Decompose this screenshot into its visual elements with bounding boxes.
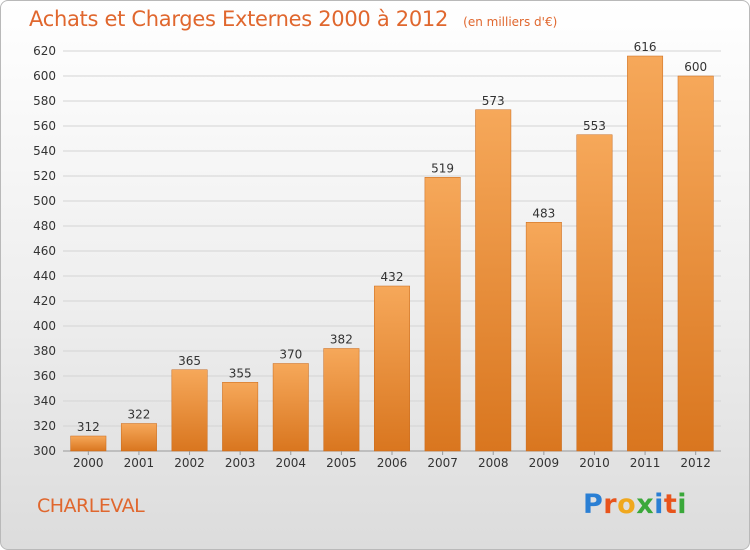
- data-label: 322: [127, 408, 150, 422]
- y-tick-label: 620: [33, 44, 56, 58]
- y-tick-label: 540: [33, 144, 56, 158]
- x-tick-label: 2004: [275, 456, 306, 470]
- data-label: 616: [634, 40, 657, 54]
- x-tick-label: 2003: [225, 456, 256, 470]
- y-tick-label: 500: [33, 194, 56, 208]
- bar-2008: [475, 109, 512, 452]
- bars: [70, 55, 714, 452]
- y-axis-ticks: 300 320 340 360 380 400 420 440 460 480 500 520 540 5…: [33, 44, 56, 458]
- y-tick-label: 380: [33, 344, 56, 358]
- y-tick-label: 460: [33, 244, 56, 258]
- data-label: 573: [482, 94, 505, 108]
- bar-2003: [222, 382, 259, 452]
- x-tick-label: 2011: [630, 456, 661, 470]
- y-tick-label: 600: [33, 69, 56, 83]
- proxiti-logo: Proxiti: [583, 489, 687, 520]
- y-tick-label: 520: [33, 169, 56, 183]
- logo-letter: i: [677, 489, 688, 520]
- x-tick-label: 2008: [478, 456, 509, 470]
- x-tick-label: 2005: [326, 456, 357, 470]
- logo-letter: t: [663, 489, 678, 520]
- y-tick-label: 440: [33, 269, 56, 283]
- y-tick-label: 360: [33, 369, 56, 383]
- city-name: CHARLEVAL: [37, 495, 145, 517]
- data-label: 553: [583, 119, 606, 133]
- data-label: 365: [178, 354, 201, 368]
- logo-letter: i: [654, 489, 664, 520]
- bar-2011: [627, 55, 664, 452]
- data-label: 370: [279, 348, 302, 362]
- logo-letter: x: [636, 489, 655, 520]
- y-tick-label: 300: [33, 444, 56, 458]
- data-label: 355: [229, 366, 252, 380]
- bar-2012: [677, 75, 714, 452]
- x-tick-label: 2012: [680, 456, 711, 470]
- data-label: 483: [532, 206, 555, 220]
- x-tick-label: 2009: [529, 456, 560, 470]
- bar-2004: [272, 363, 309, 452]
- title-row: Achats et Charges Externes 2000 à 2012 (…: [29, 7, 557, 31]
- logo-letter: o: [617, 489, 637, 520]
- y-tick-label: 320: [33, 419, 56, 433]
- logo-letter: r: [603, 489, 618, 520]
- bar-2002: [171, 369, 208, 452]
- data-label: 519: [431, 161, 454, 175]
- bar-2007: [424, 177, 461, 452]
- bar-2001: [120, 423, 157, 452]
- x-axis-ticks: 2000 2001 2002 2003 2004 2005 2006 2007 2008 2009…: [73, 451, 711, 470]
- bar-2009: [525, 222, 562, 452]
- chart-subtitle: (en milliers d'€): [463, 15, 558, 29]
- x-tick-label: 2001: [124, 456, 155, 470]
- y-tick-label: 400: [33, 319, 56, 333]
- y-tick-label: 420: [33, 294, 56, 308]
- bar-2006: [374, 285, 410, 452]
- y-tick-label: 580: [33, 94, 56, 108]
- bar-2010: [576, 134, 613, 452]
- x-tick-label: 2006: [377, 456, 408, 470]
- data-label: 312: [77, 420, 100, 434]
- y-tick-label: 340: [33, 394, 56, 408]
- data-label: 600: [684, 60, 707, 74]
- data-labels: 312 322 365 355 370 382 432 519 573 483 553 616 600: [77, 40, 707, 434]
- data-label: 382: [330, 333, 353, 347]
- y-tick-label: 480: [33, 219, 56, 233]
- x-tick-label: 2000: [73, 456, 104, 470]
- bar-2005: [323, 348, 360, 452]
- chart-title: Achats et Charges Externes 2000 à 2012: [29, 7, 449, 31]
- bar-2000: [70, 435, 107, 452]
- logo-letter: P: [583, 489, 604, 520]
- x-tick-label: 2010: [579, 456, 610, 470]
- y-tick-label: 560: [33, 119, 56, 133]
- data-label: 432: [381, 270, 404, 284]
- x-tick-label: 2002: [174, 456, 205, 470]
- x-tick-label: 2007: [427, 456, 458, 470]
